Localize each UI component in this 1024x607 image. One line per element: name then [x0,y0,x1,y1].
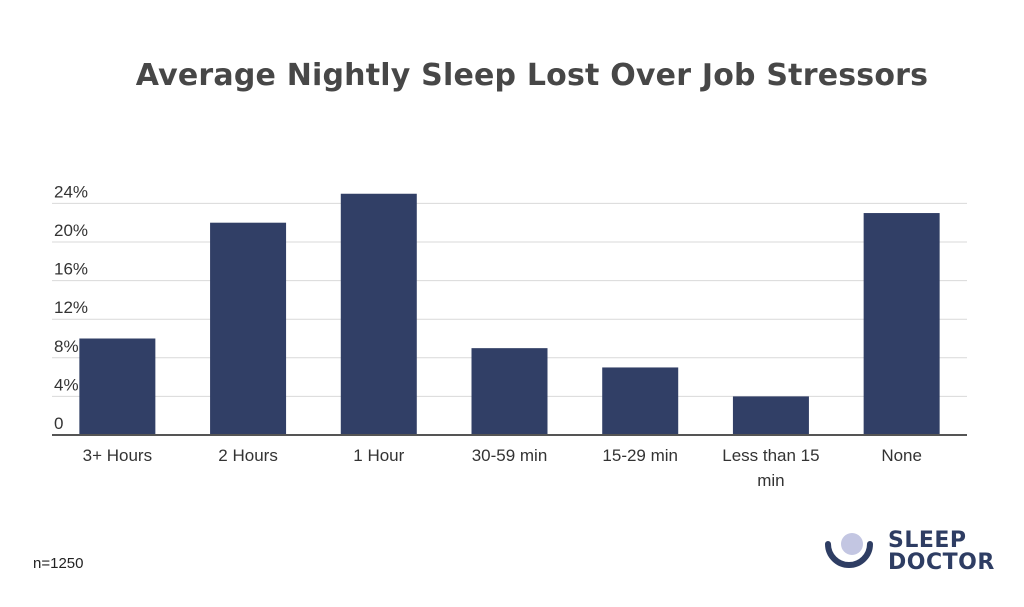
x-tick-label: 30-59 min [472,446,548,465]
bar [340,193,417,435]
logo-line-doctor: DOCTOR [888,550,995,575]
y-tick-label: 24% [54,182,88,201]
y-tick-label: 8% [54,337,79,356]
y-tick-label: 20% [54,221,88,240]
moon-logo-icon [825,533,873,568]
x-tick-label: 3+ Hours [83,446,152,465]
logo-line-sleep: SLEEP [888,528,967,553]
x-axis-labels: 3+ Hours 2 Hours 1 Hour 30-59 min 15-29 min L… [83,446,922,490]
y-tick-label: 4% [54,375,79,394]
chart-title: Average Nightly Sleep Lost Over Job Stre… [135,58,929,93]
x-tick-label: None [881,446,922,465]
sleep-doctor-logo: SLEEP DOCTOR [822,528,1002,578]
bar [79,338,156,435]
y-axis-labels: 0 4% 8% 12% 16% 20% 24% [54,182,88,433]
y-tick-label: 12% [54,298,88,317]
bars [79,193,940,435]
bar [732,396,809,435]
x-tick-label: 15-29 min [602,446,678,465]
bar [471,348,548,435]
logo-wordmark: SLEEP DOCTOR [888,530,995,574]
x-tick-label: Less than 15 min [722,446,819,490]
x-tick-label: 2 Hours [218,446,278,465]
bar [602,367,679,435]
y-tick-label: 0 [54,414,63,433]
sample-size-note: n=1250 [33,555,84,572]
bar [210,222,287,435]
bar [863,213,940,435]
x-tick-label: 1 Hour [353,446,404,465]
y-tick-label: 16% [54,260,88,279]
